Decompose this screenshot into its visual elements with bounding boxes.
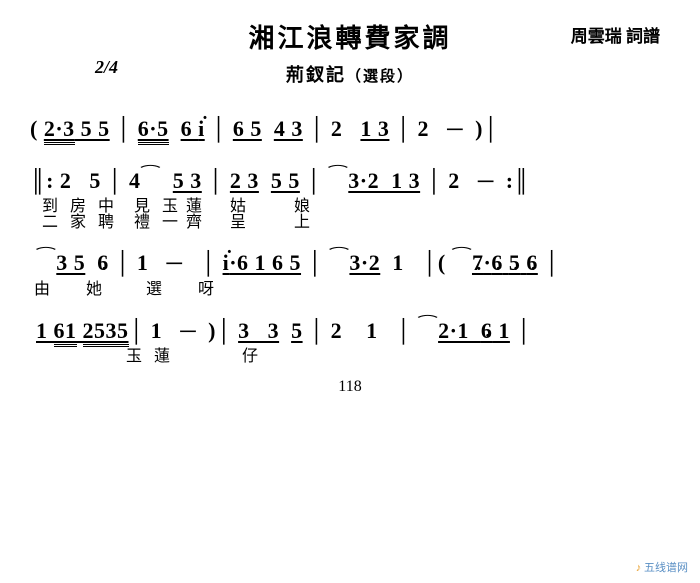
header: 湘江浪轉費家調 周雲瑞 詞譜 [30,18,670,55]
composer: 周雲瑞 詞譜 [571,22,660,47]
subtitle-note: （選段） [346,69,414,85]
notation-row: ║: 2 5 │ 4⌒ 5 3 │ 2 3 5 5 │ ⌒3·2 1 3 │ 2… [30,161,670,201]
watermark: ♪ 五线谱网 [636,559,688,575]
subtitle-main: 荊釵記 [286,65,346,85]
staff-line-2: ║: 2 5 │ 4⌒ 5 3 │ 2 3 5 5 │ ⌒3·2 1 3 │ 2… [30,161,670,232]
subheader: 2/4 荊釵記（選段） [30,61,670,87]
notation-row: ⌒3 5 6 │ 1 ─ │ i·6 1 6 5 │ ⌒3·2 1 │( ⌒7·… [30,243,670,283]
watermark-text: 五线谱网 [644,562,688,574]
subtitle: 荊釵記（選段） [286,61,414,87]
staff-line-1: ( 2·3 5 5 │ 6·5 6 i │ 6 5 4 3 │ 2 1 3 │ … [30,109,670,149]
lyrics-row-1: 由 她 選 呀 [30,281,670,299]
time-signature: 2/4 [95,57,118,78]
page-number: 118 [30,378,670,396]
lyrics-row-1: 玉 蓮 仔 [30,348,670,366]
notation-row: 1 61 2535│ 1 ─ )│ 3 3 5 │ 2 1 │ ⌒2·1 6 1… [30,311,670,351]
notation-row: ( 2·3 5 5 │ 6·5 6 i │ 6 5 4 3 │ 2 1 3 │ … [30,109,670,149]
staff-line-4: 1 61 2535│ 1 ─ )│ 3 3 5 │ 2 1 │ ⌒2·1 6 1… [30,311,670,366]
staff-line-3: ⌒3 5 6 │ 1 ─ │ i·6 1 6 5 │ ⌒3·2 1 │( ⌒7·… [30,243,670,298]
music-note-icon: ♪ [636,562,642,574]
lyrics-row-2: 二 家 聘 禮 一 齊 呈 上 [30,214,670,232]
title: 湘江浪轉費家調 [248,18,451,55]
